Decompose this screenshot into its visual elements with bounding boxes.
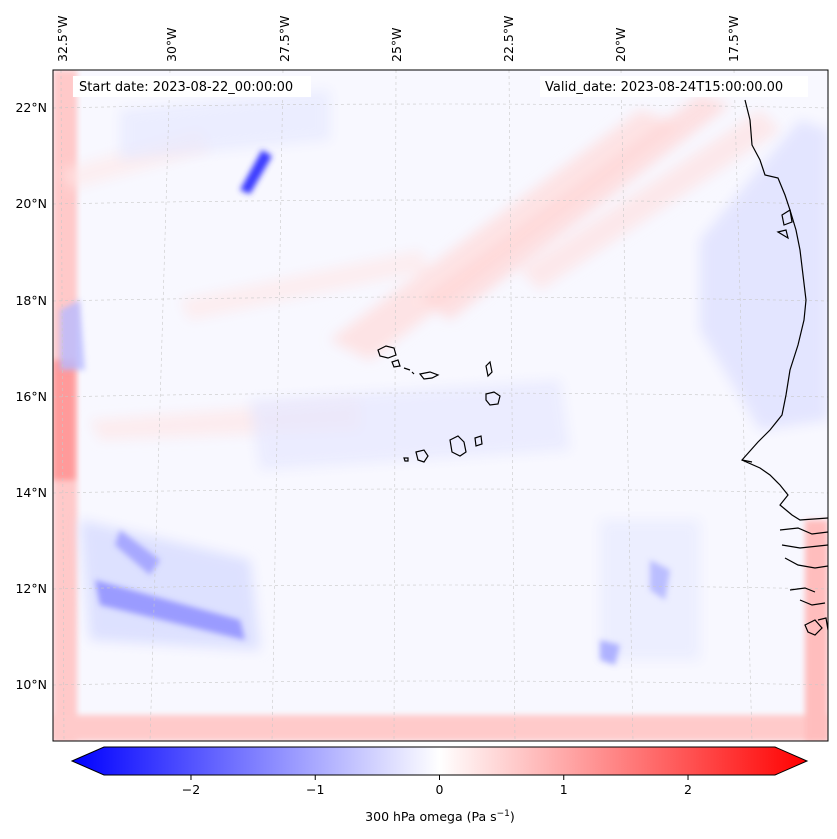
- start-date-label: Start date: 2023-08-22_00:00:00: [79, 80, 293, 95]
- map-panel: Start date: 2023-08-22_00:00:00 Valid_da…: [52, 69, 829, 742]
- lat-label: 14°N: [15, 485, 47, 500]
- colorbar: −2 −1 0 1 2 300 hPa omega (Pa s−1): [70, 746, 809, 824]
- lon-label: 30°W: [164, 27, 179, 62]
- lat-label: 16°N: [15, 389, 47, 404]
- graticule: [53, 70, 828, 741]
- west-boundary-strong: [53, 360, 75, 480]
- lon-label: 32.5°W: [55, 16, 70, 62]
- latitude-labels: 22°N 20°N 18°N 16°N 14°N 12°N 10°N: [15, 100, 47, 692]
- lon-label: 17.5°W: [726, 16, 741, 62]
- colorbar-tick-label: 0: [436, 782, 444, 797]
- omega-field: [53, 70, 828, 741]
- valid-date-label: Valid_date: 2023-08-24T15:00:00.00: [545, 80, 783, 95]
- south-boundary-band: [53, 715, 828, 741]
- east-boundary-band: [805, 520, 828, 741]
- lat-label: 22°N: [15, 100, 47, 115]
- longitude-labels: 32.5°W 30°W 27.5°W 25°W 22.5°W 20°W 17.5…: [55, 16, 741, 62]
- valid-date-box: [540, 76, 808, 97]
- colorbar-body: [70, 746, 809, 776]
- cape-verde-islands: [377, 345, 501, 463]
- start-date-box: [73, 76, 311, 97]
- colorbar-tick-label: −1: [306, 782, 324, 797]
- lon-label: 25°W: [389, 27, 404, 62]
- lon-label: 27.5°W: [277, 16, 292, 62]
- coastlines: [741, 99, 828, 636]
- lat-label: 18°N: [15, 293, 47, 308]
- colorbar-tick-label: −2: [182, 782, 200, 797]
- lat-label: 20°N: [15, 196, 47, 211]
- lon-label: 20°W: [613, 27, 628, 62]
- colorbar-label: 300 hPa omega (Pa s−1): [365, 809, 515, 824]
- colorbar-tick-label: 1: [560, 782, 568, 797]
- negative-cores: [60, 150, 670, 665]
- lon-label: 22.5°W: [501, 16, 516, 62]
- colorbar-tick-label: 2: [684, 782, 692, 797]
- map-frame: [52, 69, 829, 742]
- lat-label: 12°N: [15, 581, 47, 596]
- colorbar-ticks: −2 −1 0 1 2: [182, 775, 692, 797]
- lat-label: 10°N: [15, 677, 47, 692]
